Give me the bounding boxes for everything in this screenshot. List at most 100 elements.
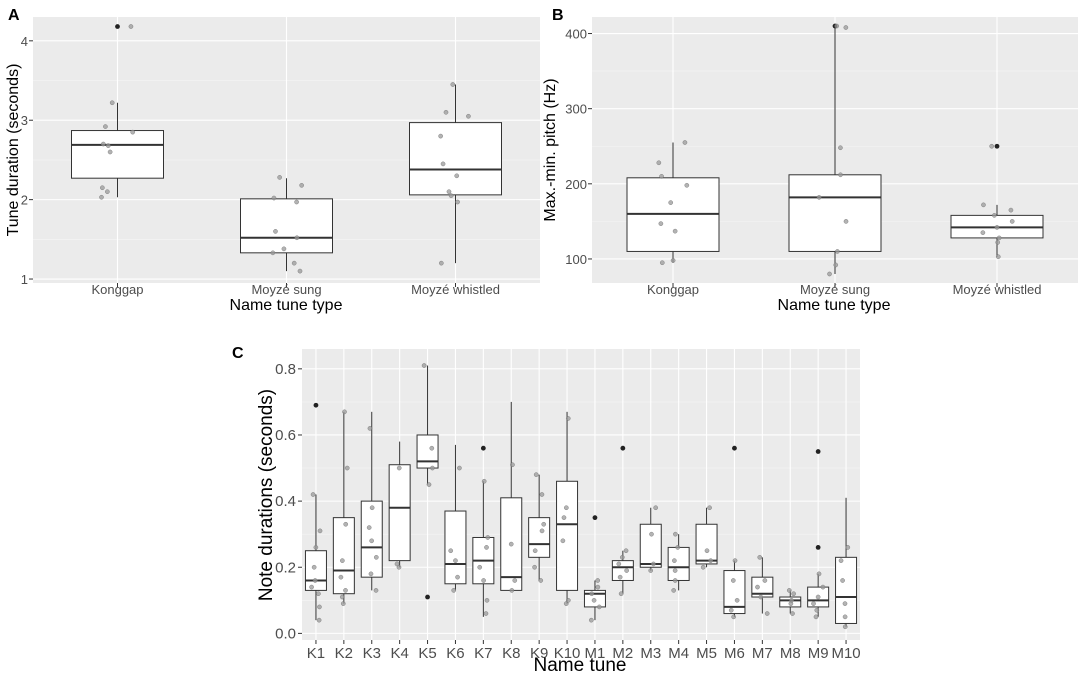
jitter-point [128, 24, 134, 29]
jitter-point [448, 548, 454, 554]
box-Konggap [626, 140, 720, 266]
jitter-point [450, 82, 456, 87]
panel-b-x-axis-title: Name tune type [778, 297, 891, 314]
jitter-point [623, 548, 629, 554]
outlier-point [732, 445, 737, 451]
jitter-point [563, 601, 569, 606]
jitter-point [313, 545, 319, 550]
jitter-point [396, 564, 402, 570]
jitter-point [340, 558, 345, 563]
box-M3 [639, 505, 662, 573]
jitter-point [426, 482, 432, 487]
jitter-point [374, 555, 379, 560]
jitter-point [758, 594, 764, 600]
jitter-point [671, 588, 676, 593]
jitter-point [672, 578, 678, 583]
x-tick-label: K5 [418, 645, 436, 662]
x-tick-label: K1 [307, 645, 325, 662]
jitter-point [700, 564, 706, 570]
y-tick-label: 0.8 [275, 361, 296, 378]
jitter-point [757, 555, 763, 560]
outlier-point [620, 445, 626, 451]
jitter-point [369, 538, 374, 544]
jitter-point [651, 561, 656, 567]
plot-background [302, 349, 860, 640]
jitter-point [443, 109, 449, 115]
jitter-point [477, 564, 483, 570]
jitter-point [616, 561, 622, 567]
jitter-point [532, 564, 537, 570]
panel-label-c: C [232, 345, 244, 362]
y-tick-label: 2 [21, 193, 28, 208]
jitter-point [309, 584, 314, 590]
jitter-point [1009, 219, 1015, 224]
box-K10 [556, 411, 579, 606]
box-M2 [611, 445, 634, 597]
box-Moyzé sung [788, 23, 882, 277]
jitter-point [366, 525, 372, 530]
jitter-point [99, 194, 104, 200]
box-K5 [416, 363, 439, 600]
jitter-point [617, 574, 623, 580]
jitter-point [589, 617, 594, 623]
jitter-point [532, 548, 538, 554]
iqr-box [528, 517, 551, 558]
jitter-point [659, 260, 665, 266]
jitter-point [659, 173, 664, 179]
panel-c-y-axis-title: Note durations (seconds) [256, 389, 277, 601]
jitter-point [317, 604, 322, 610]
jitter-point [396, 465, 402, 471]
y-tick-label: 300 [565, 102, 587, 117]
jitter-point [343, 521, 348, 527]
jitter-point [755, 584, 760, 590]
jitter-point [312, 578, 318, 583]
panel-label-b: B [552, 7, 564, 24]
jitter-point [838, 558, 844, 563]
jitter-point [589, 591, 595, 597]
box-M6 [723, 445, 746, 620]
outlier-point [480, 445, 486, 451]
box-M8 [779, 588, 802, 616]
x-tick-label: K2 [335, 645, 353, 662]
jitter-point [762, 578, 768, 583]
jitter-point [561, 515, 567, 520]
jitter-point [1008, 207, 1014, 213]
x-tick-label: M10 [831, 645, 860, 662]
jitter-point [815, 594, 821, 600]
jitter-point [481, 478, 487, 484]
box-M4 [667, 531, 690, 593]
outlier-point [815, 449, 821, 454]
jitter-point [842, 601, 848, 606]
y-tick-label: 4 [21, 34, 28, 49]
box-K9 [528, 472, 551, 583]
x-tick-label: M2 [612, 645, 633, 662]
jitter-point [446, 189, 452, 194]
y-tick-label: 200 [565, 177, 587, 192]
jitter-point [344, 465, 350, 471]
x-tick-label: Moyzé whistled [953, 282, 1042, 297]
iqr-box [835, 556, 858, 624]
x-tick-label: K10 [554, 645, 581, 662]
y-tick-label: 400 [565, 27, 587, 42]
jitter-point [682, 140, 688, 145]
x-tick-label: Moyzé sung [800, 282, 870, 297]
jitter-point [508, 541, 514, 547]
jitter-point [533, 472, 539, 477]
y-tick-label: 3 [21, 113, 28, 128]
jitter-point [834, 23, 840, 29]
iqr-box [788, 174, 882, 252]
x-tick-label: Moyzé whistled [411, 282, 500, 297]
jitter-point [704, 548, 710, 554]
jitter-point [994, 225, 1000, 230]
jitter-point [992, 213, 997, 218]
panel-a-x-axis-title: Name tune type [230, 297, 343, 314]
jitter-point [842, 614, 848, 620]
jitter-point [311, 564, 317, 570]
jitter-point [707, 505, 712, 511]
box-K3 [360, 411, 383, 593]
jitter-point [466, 113, 471, 119]
jitter-point [672, 228, 678, 234]
jitter-point [827, 271, 832, 277]
jitter-point [448, 193, 454, 198]
jitter-point [273, 229, 278, 234]
